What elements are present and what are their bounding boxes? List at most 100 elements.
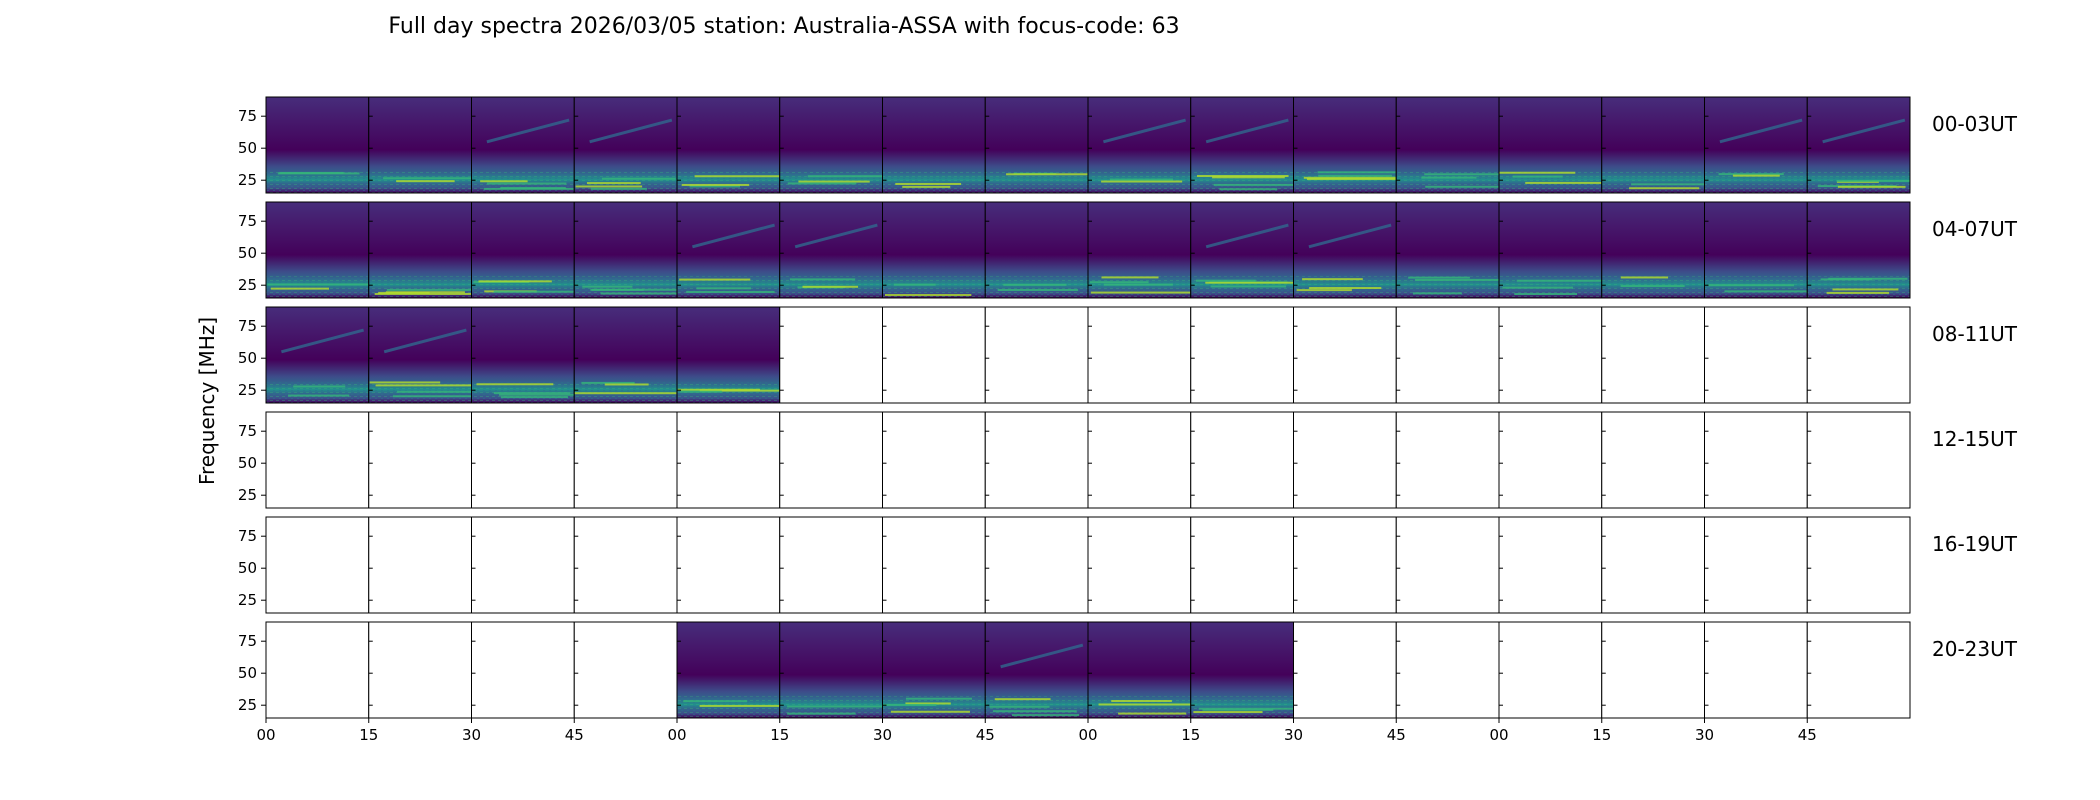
empty-panel — [1395, 516, 1500, 614]
empty-panel — [1601, 306, 1705, 404]
rfi-line — [1212, 176, 1285, 179]
rfi-line — [374, 292, 472, 295]
noise-band — [1190, 696, 1294, 718]
empty-panel — [1704, 516, 1808, 614]
rfi-line — [486, 182, 567, 185]
empty-fill — [1499, 517, 1602, 613]
spectrogram-panel — [265, 306, 370, 404]
empty-fill — [1704, 517, 1808, 613]
rfi-line — [397, 390, 472, 393]
panel-row-00-03ut — [265, 96, 1911, 194]
rfi-line — [1820, 278, 1873, 281]
rfi-line — [396, 180, 455, 183]
empty-panel — [984, 306, 1089, 404]
panel-frame — [1806, 201, 1911, 299]
noise-band — [677, 171, 780, 193]
x-tick-label: 15 — [1181, 726, 1200, 744]
empty-fill — [1601, 307, 1705, 403]
empty-panel — [368, 621, 472, 719]
empty-fill — [1807, 307, 1910, 403]
rfi-line — [1109, 178, 1174, 181]
empty-fill — [1088, 307, 1191, 403]
empty-panel — [1395, 621, 1500, 719]
empty-fill — [882, 517, 986, 613]
rfi-line — [500, 396, 569, 399]
empty-fill — [882, 412, 986, 508]
rfi-line — [1620, 276, 1669, 279]
empty-fill — [1499, 307, 1602, 403]
spectrogram-panel — [265, 96, 370, 194]
x-tick-label: 45 — [1798, 726, 1817, 744]
rfi-line — [1732, 174, 1780, 177]
rfi-line — [1516, 279, 1602, 282]
rfi-line — [267, 283, 369, 286]
rfi-line — [1089, 281, 1149, 284]
rfi-line — [1193, 711, 1263, 714]
empty-panel — [1704, 621, 1808, 719]
empty-fill — [1601, 622, 1705, 718]
empty-panel — [779, 306, 883, 404]
x-tick-label: 15 — [770, 726, 789, 744]
panel-frame — [1806, 516, 1911, 614]
noise-band — [882, 276, 986, 298]
noise-band — [985, 276, 1088, 298]
row-label: 20-23UT — [1932, 637, 2018, 661]
empty-fill — [985, 517, 1088, 613]
empty-panel — [1601, 516, 1705, 614]
rfi-line — [787, 705, 883, 708]
row-label: 04-07UT — [1932, 217, 2018, 241]
noise-band — [1601, 171, 1705, 193]
empty-fill — [1293, 622, 1397, 718]
spectrogram-panel — [984, 201, 1089, 299]
x-tick-label: 45 — [976, 726, 995, 744]
spectrogram-panel — [1601, 96, 1705, 194]
burst-trace — [1205, 118, 1289, 144]
empty-panel — [1190, 306, 1294, 404]
noise-band — [1601, 276, 1705, 298]
empty-panel — [1704, 411, 1808, 509]
empty-fill — [779, 307, 883, 403]
noise-band — [1293, 171, 1397, 193]
empty-fill — [574, 412, 677, 508]
empty-panel — [1190, 516, 1294, 614]
empty-fill — [1190, 412, 1294, 508]
noise-band — [882, 171, 986, 193]
burst-trace — [1000, 643, 1084, 669]
spectrogram-panel — [984, 96, 1089, 194]
rfi-line — [500, 187, 566, 190]
spectrogram-panel — [573, 201, 678, 299]
spectrogram-panel — [1806, 96, 1911, 194]
rfi-line — [1198, 707, 1294, 710]
empty-panel — [1293, 516, 1397, 614]
noise-band — [1704, 171, 1808, 193]
rfi-line — [1502, 286, 1573, 289]
rfi-line — [905, 702, 951, 705]
rfi-line — [1421, 176, 1477, 179]
spectrogram-panel — [1087, 96, 1192, 194]
spectrogram-panel — [1190, 96, 1294, 194]
x-tick-label: 15 — [359, 726, 378, 744]
rfi-line — [681, 183, 750, 186]
rfi-line — [581, 381, 635, 384]
spectrogram-panel — [676, 306, 781, 404]
spectrogram-panel — [779, 201, 883, 299]
spectrogram-panel — [882, 96, 986, 194]
rfi-line — [1213, 183, 1294, 186]
rfi-line — [590, 288, 644, 291]
x-tick-label: 15 — [1592, 726, 1611, 744]
empty-fill — [1190, 307, 1294, 403]
rfi-line — [1826, 291, 1890, 294]
rfi-line — [1118, 712, 1187, 715]
rfi-line — [1302, 278, 1363, 281]
x-tick-label: 00 — [1489, 726, 1508, 744]
empty-fill — [677, 517, 780, 613]
spectrogram-panel — [368, 306, 472, 404]
rfi-line — [288, 394, 350, 397]
burst-trace — [1205, 223, 1289, 249]
rfi-line — [480, 180, 528, 183]
spectrogram-panel — [676, 621, 781, 719]
axis-ticks: 75 50 25 00-03UT 75 50 25 04-07UT 75 50 25 08-11UT 7… — [238, 107, 2018, 744]
rfi-line — [893, 283, 936, 286]
empty-panel — [676, 411, 781, 509]
rfi-line — [1317, 171, 1396, 174]
